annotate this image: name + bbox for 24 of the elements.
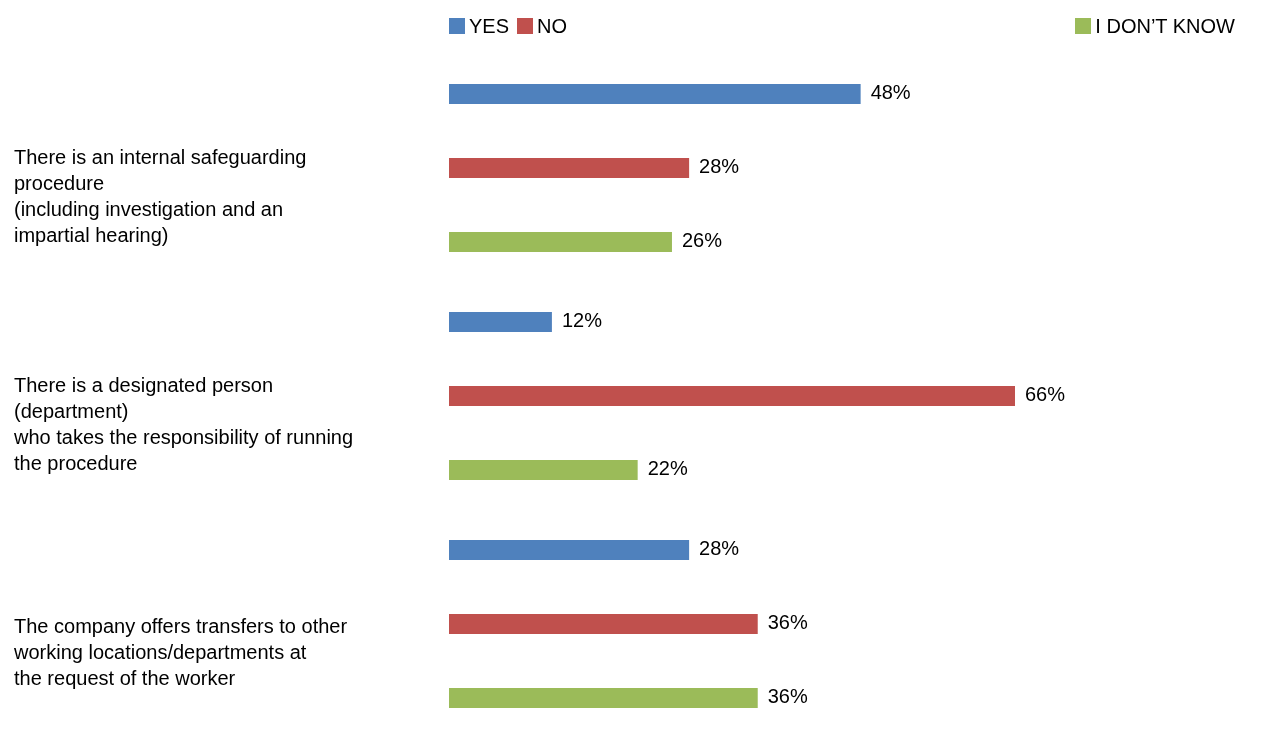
data-label: 48% <box>870 81 911 104</box>
bar <box>449 386 1015 406</box>
legend-label: YES <box>469 14 510 38</box>
legend-label: I DON’T KNOW <box>1095 14 1235 38</box>
bar <box>449 460 638 480</box>
data-label: 66% <box>1025 383 1066 406</box>
data-label: 36% <box>767 611 808 634</box>
bar <box>449 232 672 252</box>
bar <box>449 312 552 332</box>
bar <box>449 688 758 708</box>
legend-label: NO <box>537 14 568 38</box>
bar <box>449 540 690 560</box>
bar <box>449 614 758 634</box>
y-tick-label: There is a designated person (department) who takes the responsibility of running the procedure <box>13 374 354 475</box>
data-label: 28% <box>699 155 740 178</box>
y-tick-label: There is an internal safeguarding procedure (including investigation and an impartial hearing) <box>14 146 307 247</box>
y-tick-label: The company offers transfers to other working locations/departments at the request of the worker <box>13 615 348 690</box>
data-label: 36% <box>767 685 808 708</box>
data-label: 22% <box>647 457 688 480</box>
data-label: 28% <box>699 537 740 560</box>
data-label: 26% <box>681 229 723 252</box>
bar <box>449 84 861 104</box>
bar <box>449 158 690 178</box>
data-label: 12% <box>561 309 603 332</box>
